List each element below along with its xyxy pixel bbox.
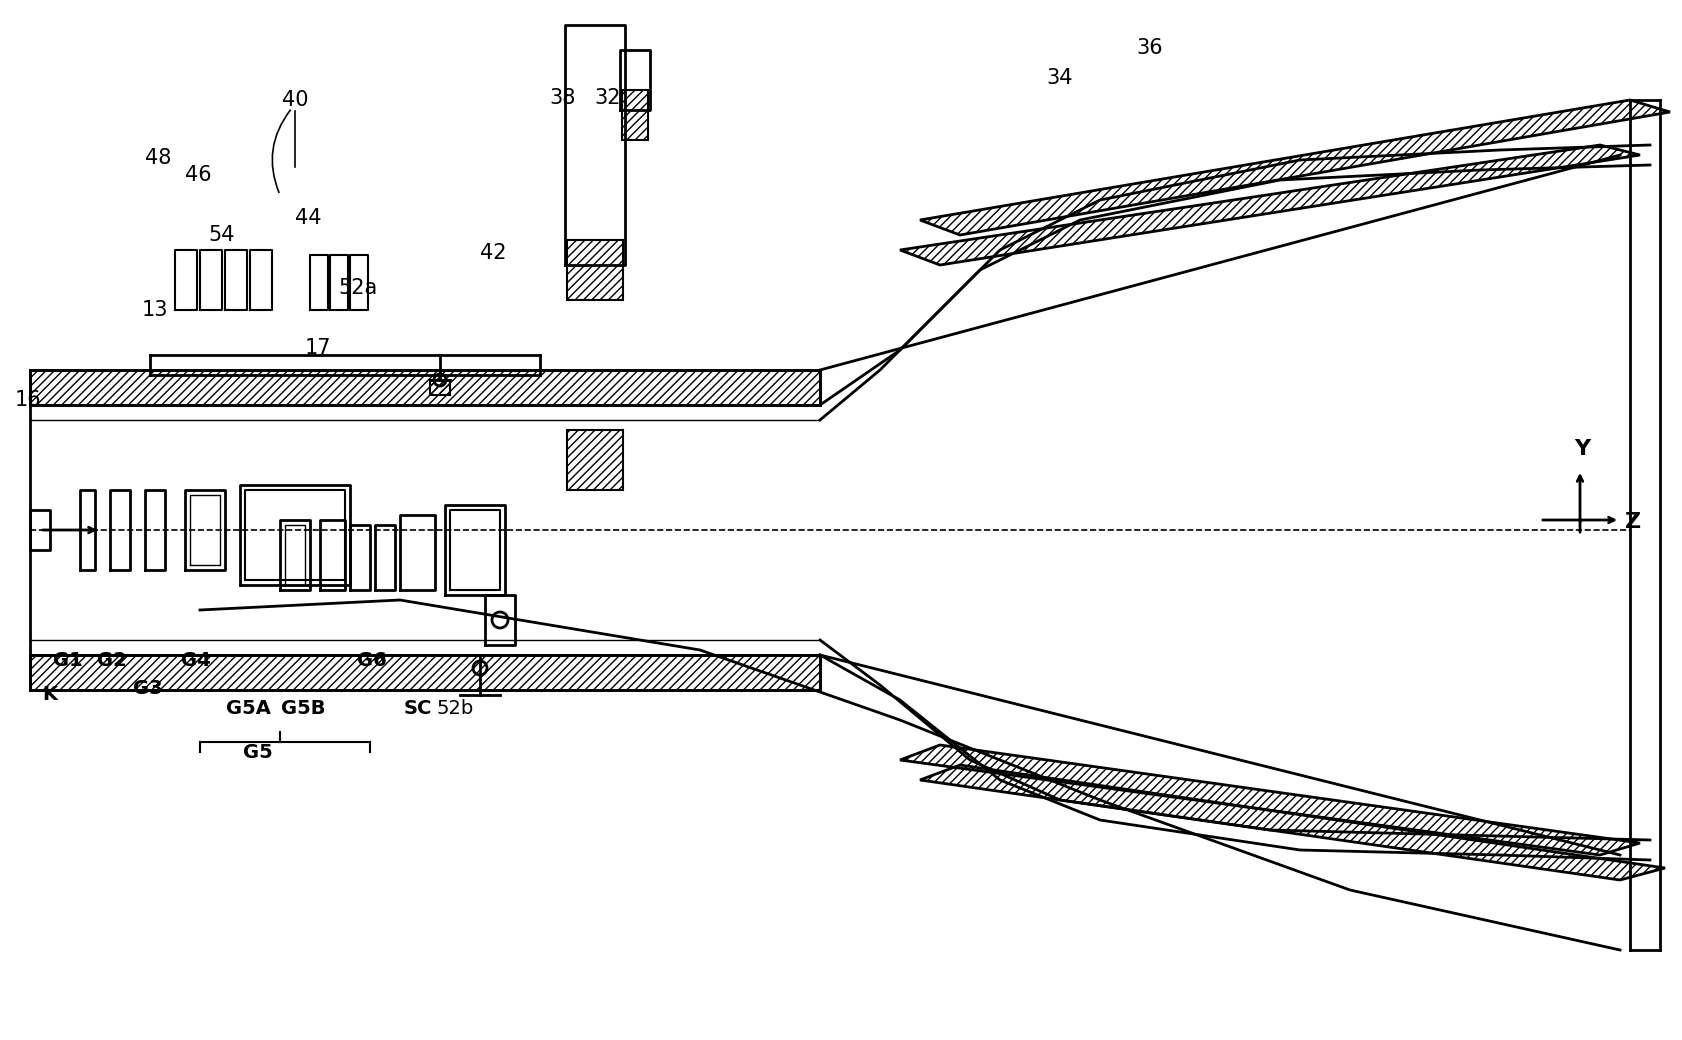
Text: G5B: G5B [281,699,325,718]
Text: G5A: G5A [225,699,271,718]
Text: 38: 38 [550,88,575,108]
Text: 46: 46 [185,165,212,185]
Text: 40: 40 [281,90,308,110]
Text: 52a: 52a [338,278,377,298]
Text: 32: 32 [594,88,621,108]
Text: G2: G2 [98,650,126,670]
Text: SC: SC [404,699,432,718]
Text: 36: 36 [1135,38,1162,58]
Bar [30,655,819,690]
Text: Y: Y [1573,439,1589,459]
Text: G5: G5 [242,743,272,761]
Bar [567,430,622,490]
Text: 48: 48 [145,148,172,168]
Bar [429,380,449,395]
Text: 34: 34 [1046,68,1073,88]
Text: 44: 44 [294,208,321,228]
Text: G1: G1 [54,650,82,670]
Text: 17: 17 [304,338,331,358]
Text: 42: 42 [479,243,506,263]
Text: 52b: 52b [436,699,473,718]
Text: 16: 16 [15,390,42,410]
Text: 13: 13 [141,300,168,320]
Bar [622,90,648,140]
Text: 54: 54 [209,225,235,245]
Bar [567,240,622,300]
Text: Z: Z [1625,512,1640,532]
Text: G3: G3 [133,678,163,698]
Text: K: K [42,685,57,704]
Text: G6: G6 [357,650,387,670]
Text: G4: G4 [182,650,210,670]
Bar [30,370,819,405]
